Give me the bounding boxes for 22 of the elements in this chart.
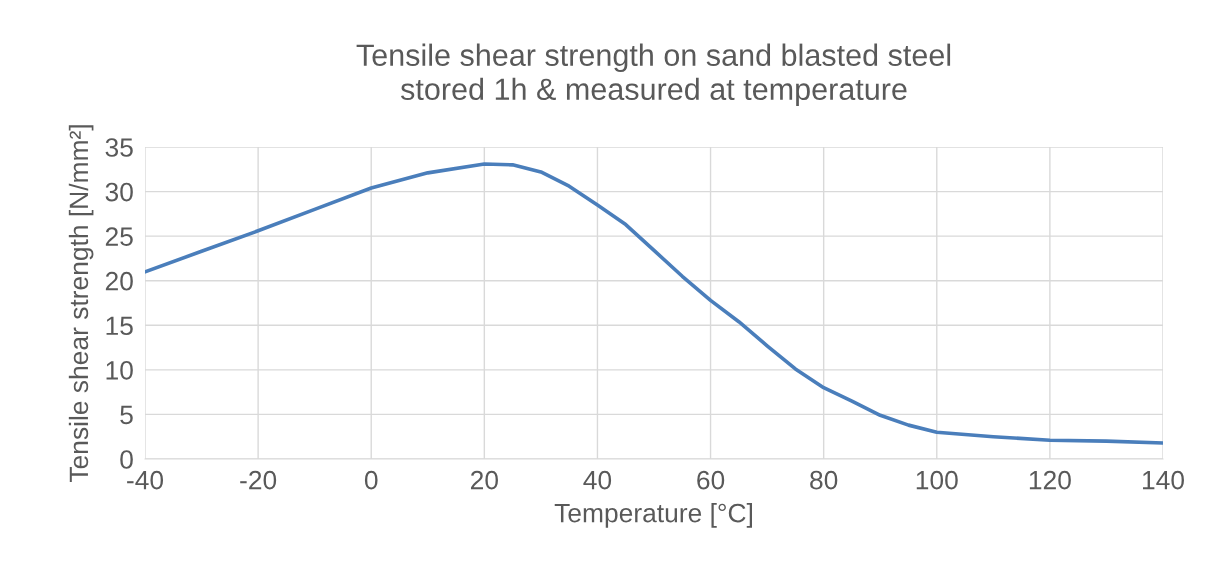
y-tick-label: 25 [105,227,133,246]
x-tick-label: 80 [810,470,838,490]
x-tick-label: 20 [470,470,498,490]
line-series [145,162,1163,445]
x-tick-label: -20 [240,470,277,490]
x-tick-label: 60 [697,470,725,490]
x-tick-label: -40 [127,470,164,490]
x-tick-label: 40 [583,470,612,490]
x-tick-label: 100 [916,470,958,490]
x-tick-label: 120 [1029,470,1071,490]
y-tick-label: 35 [105,138,133,157]
y-tick-label: 10 [106,360,133,380]
x-axis-title: Temperature [°C] [554,503,752,528]
x-tick-label: 0 [364,470,378,490]
x-tick-label: 140 [1143,470,1184,490]
y-tick-label: 5 [120,405,133,425]
y-tick-label: 30 [105,182,133,202]
y-axis-title: Tensile shear strength [N/mm²] [68,125,94,483]
chart-title: Tensile shear strength on sand blasted steel stored 1h & measured at temperature [356,43,951,107]
y-tick-label: 0 [120,450,133,469]
y-tick-label: 15 [106,316,133,336]
y-tick-label: 20 [105,271,133,291]
